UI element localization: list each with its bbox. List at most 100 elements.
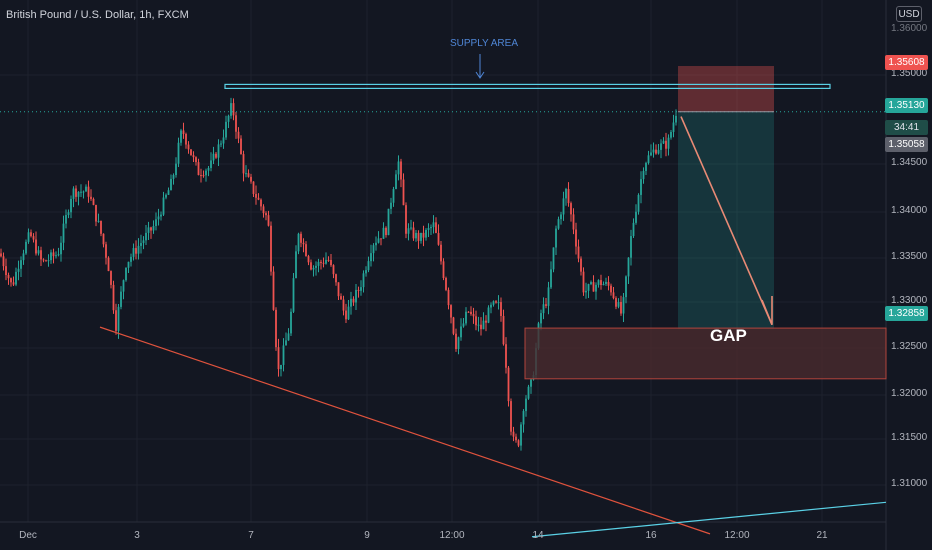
candle-body <box>27 232 30 242</box>
candle-body <box>142 240 145 244</box>
candle-body <box>515 436 517 441</box>
candle-body <box>480 324 482 330</box>
candle-body <box>552 247 555 270</box>
x-tick: 7 <box>248 530 254 541</box>
candle-body <box>452 317 455 334</box>
candle-body <box>435 222 437 233</box>
candle-body <box>197 162 200 176</box>
candle-body <box>0 253 2 257</box>
candle-body <box>187 144 190 150</box>
candle-body <box>622 297 625 314</box>
candle-body <box>415 232 417 239</box>
candle-body <box>190 149 192 156</box>
candle-body <box>202 175 205 177</box>
candle-body <box>162 197 165 215</box>
candle-body <box>370 253 372 262</box>
candle-body <box>530 379 532 387</box>
candle-body <box>222 137 225 144</box>
candle-body <box>22 253 25 261</box>
candle-body <box>35 239 37 254</box>
candle-body <box>425 229 427 238</box>
candle-body <box>112 284 115 311</box>
candle-body <box>447 289 450 306</box>
candle-body <box>490 304 492 308</box>
candle-body <box>132 248 135 257</box>
candle-body <box>660 143 662 150</box>
x-tick: 14 <box>532 530 544 541</box>
candle-body <box>87 186 90 197</box>
candle-body <box>617 301 620 307</box>
candle-body <box>255 193 257 198</box>
candle-body <box>60 242 62 255</box>
candle-body <box>655 149 657 154</box>
candle-body <box>525 398 527 412</box>
candle-body <box>477 324 480 326</box>
candle-body <box>185 133 187 145</box>
candle-body <box>70 198 72 213</box>
x-tick: 9 <box>364 530 370 541</box>
candle-body <box>215 153 217 158</box>
candle-body <box>390 202 392 209</box>
candle-body <box>402 179 405 206</box>
candle-body <box>485 320 487 323</box>
candle-body <box>472 314 475 317</box>
candle-body <box>300 233 302 243</box>
candle-body <box>170 178 172 191</box>
candle-body <box>230 103 232 116</box>
candle-body <box>420 232 422 241</box>
candle-body <box>140 243 142 246</box>
candle-body <box>667 137 670 149</box>
candle-body <box>542 304 545 314</box>
candle-body <box>295 251 297 279</box>
candle-body <box>410 227 412 229</box>
candle-body <box>317 261 320 266</box>
candle-body <box>267 215 270 226</box>
y-tick: 1.32000 <box>891 388 928 399</box>
candle-body <box>347 306 350 320</box>
candle-body <box>545 304 547 306</box>
candle-body <box>270 225 272 272</box>
supply-line <box>224 83 831 90</box>
candle-body <box>85 186 87 192</box>
candle-body <box>350 298 352 307</box>
candle-body <box>492 301 495 305</box>
candle-body <box>115 310 117 331</box>
x-tick: Dec <box>19 530 37 541</box>
candle-body <box>167 190 170 195</box>
candle-body <box>357 289 360 291</box>
currency-button[interactable]: USD <box>896 6 922 22</box>
x-tick: 16 <box>645 530 657 541</box>
candle-body <box>272 271 275 310</box>
candle-body <box>430 227 432 229</box>
candle-body <box>422 232 425 238</box>
candle-body <box>147 227 150 233</box>
candle-body <box>385 227 387 236</box>
symbol-title[interactable]: British Pound / U.S. Dollar, 1h, FXCM <box>6 9 189 21</box>
candle-body <box>377 238 380 243</box>
candle-body <box>150 227 152 231</box>
candle-body <box>240 138 242 155</box>
candle-body <box>560 214 562 220</box>
candle-body <box>285 340 287 346</box>
candle-body <box>395 174 397 190</box>
candle-body <box>562 198 565 215</box>
candle-body <box>497 302 500 304</box>
candle-body <box>337 282 340 297</box>
candle-body <box>632 222 635 237</box>
candle-body <box>67 212 70 216</box>
candle-body <box>157 216 160 220</box>
candle-body <box>282 345 285 365</box>
candle-body <box>625 276 627 298</box>
candle-body <box>145 232 147 241</box>
x-tick: 21 <box>816 530 828 541</box>
candle-body <box>217 144 220 158</box>
candle-body <box>40 250 42 260</box>
candle-body <box>637 194 640 212</box>
candle-body <box>365 270 367 274</box>
candle-body <box>212 153 215 161</box>
candle-body <box>315 265 317 268</box>
candle-body <box>380 238 382 240</box>
candle-body <box>192 155 195 158</box>
candle-body <box>30 232 32 237</box>
